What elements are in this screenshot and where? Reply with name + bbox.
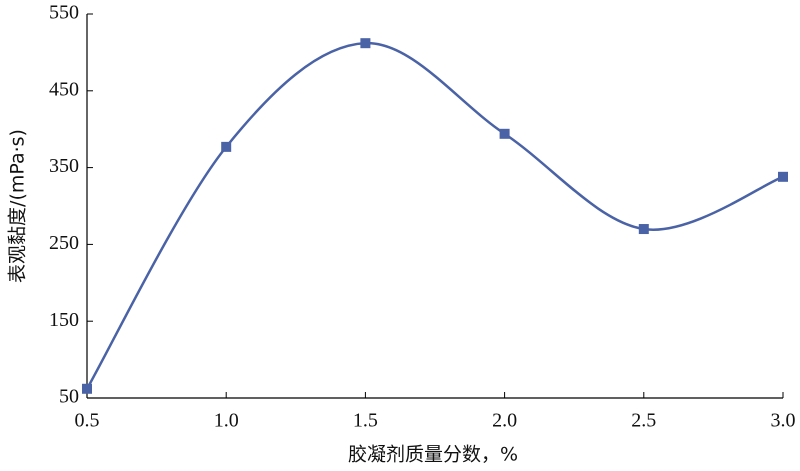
x-tick-label: 1.5: [353, 410, 378, 432]
x-tick-label: 3.0: [771, 410, 796, 432]
marker: [638, 224, 649, 235]
y-tick-label: 150: [49, 309, 79, 331]
marker: [778, 171, 788, 182]
x-axis-label: 胶凝剂质量分数，%: [348, 444, 518, 466]
y-axis-label: 表观黏度/(mPa·s): [7, 129, 29, 283]
y-tick-label: 550: [49, 2, 79, 24]
x-tick-label: 1.0: [214, 410, 239, 432]
marker: [360, 38, 371, 49]
y-tick-label: 450: [49, 78, 79, 100]
y-tick-label: 350: [49, 155, 79, 177]
y-tick-label: 250: [49, 232, 79, 254]
marker: [221, 141, 232, 152]
marker: [499, 128, 510, 139]
x-tick-label: 0.5: [75, 410, 100, 432]
x-tick-label: 2.5: [631, 410, 656, 432]
y-tick-label: 50: [59, 386, 79, 408]
series-line: [85, 41, 784, 390]
x-tick-label: 2.0: [492, 410, 517, 432]
marker: [82, 383, 92, 394]
